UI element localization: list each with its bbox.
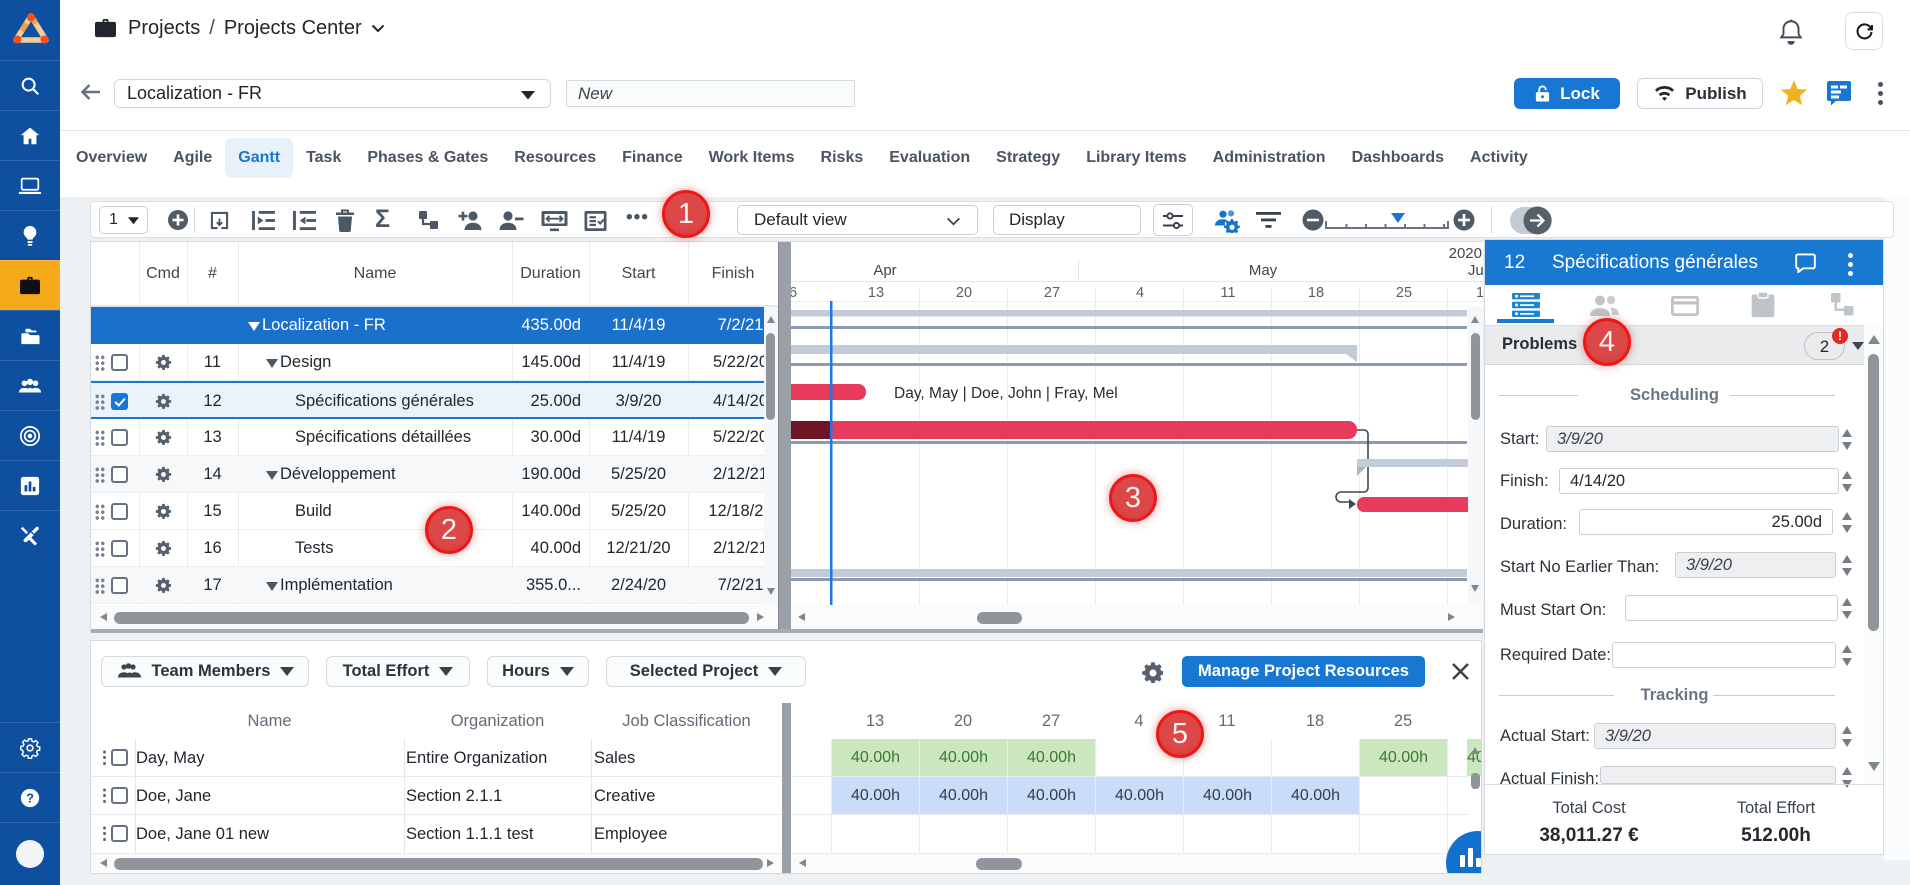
svg-text:May: May [1249,262,1278,279]
svg-text:13: 13 [868,285,884,301]
svg-text:25: 25 [1396,285,1412,301]
svg-text:2020: 2020 [1449,245,1482,262]
svg-text:1: 1 [1476,285,1483,301]
svg-text:27: 27 [1044,285,1060,301]
svg-text:?: ? [26,790,34,805]
svg-text:18: 18 [1308,285,1324,301]
svg-text:Jun: Jun [1468,262,1483,279]
svg-text:Day, May | Doe, John | Fray, M: Day, May | Doe, John | Fray, Mel [894,385,1118,402]
svg-text:Apr: Apr [873,262,896,279]
svg-text:6: 6 [791,285,797,301]
svg-text:20: 20 [956,285,972,301]
svg-text:4: 4 [1136,285,1144,301]
svg-text:11: 11 [1220,285,1235,301]
